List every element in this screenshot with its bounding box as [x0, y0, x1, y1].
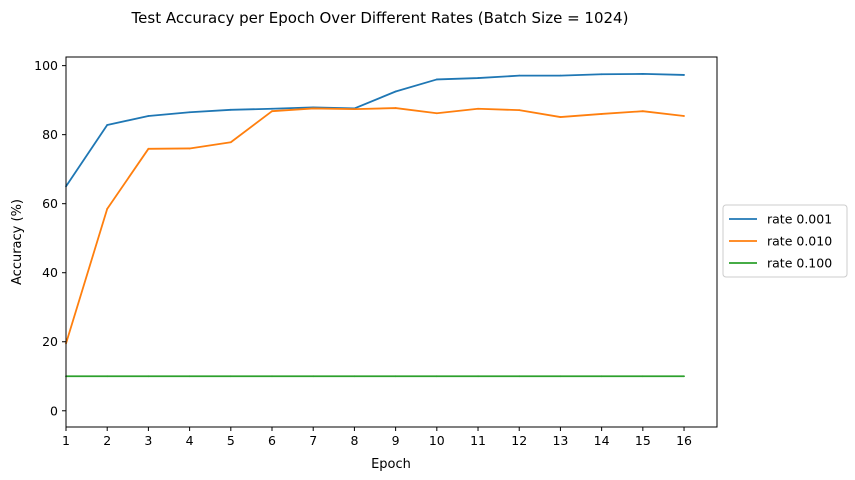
data-point: [518, 109, 521, 112]
data-point: [683, 375, 685, 378]
plot-area: [66, 57, 717, 427]
data-point: [394, 90, 397, 93]
legend-box: [722, 204, 848, 278]
data-point: [435, 112, 438, 115]
data-point: [188, 375, 191, 378]
series-line-1: [65, 107, 685, 344]
data-point: [106, 207, 109, 210]
data-point: [683, 115, 685, 117]
data-point: [394, 107, 397, 109]
series-line-0: [65, 73, 685, 187]
data-point: [600, 73, 603, 76]
data-point: [683, 74, 685, 76]
y-tick-label: 20: [42, 334, 58, 349]
plot-frame: [65, 56, 718, 428]
legend-entries: rate 0.001 rate 0.010 rate 0.100: [729, 212, 832, 271]
x-tick-label: 8: [350, 433, 358, 448]
data-point: [559, 116, 562, 118]
y-tick-label: 60: [42, 196, 58, 211]
y-tick-label: 40: [42, 265, 58, 280]
y-tick-label: 100: [34, 58, 58, 73]
data-point: [477, 77, 479, 79]
y-axis-ticks: 0 20 40 60 80 100: [34, 58, 66, 418]
y-tick-label: 0: [50, 403, 58, 418]
data-point: [106, 375, 109, 378]
x-tick-label: 4: [186, 433, 194, 448]
data-point: [477, 107, 479, 110]
y-tick-label: 80: [42, 127, 58, 142]
x-tick-label: 5: [227, 433, 235, 448]
data-point: [559, 74, 562, 77]
data-point: [477, 375, 479, 378]
x-tick-label: 13: [552, 433, 568, 448]
y-axis-label: Accuracy (%): [10, 199, 25, 285]
legend-label: rate 0.010: [767, 234, 832, 249]
legend: rate 0.001 rate 0.010 rate 0.100: [722, 204, 848, 278]
data-point: [188, 111, 191, 114]
data-point: [435, 375, 438, 378]
data-point: [518, 375, 521, 378]
x-tick-label: 12: [511, 433, 527, 448]
x-axis-ticks: 1 2 3 4 5 6 7 8 9 10 11 12 13 14 15 16: [62, 427, 692, 448]
data-point: [353, 375, 356, 378]
data-point: [641, 375, 644, 378]
series-layer: [65, 73, 685, 378]
legend-label: rate 0.001: [767, 212, 832, 227]
x-tick-label: 10: [429, 433, 445, 448]
data-point: [435, 78, 438, 81]
x-tick-label: 16: [676, 433, 692, 448]
data-point: [271, 107, 273, 110]
data-point: [229, 141, 232, 144]
chart-title: Test Accuracy per Epoch Over Different R…: [131, 9, 629, 27]
data-point: [271, 110, 273, 113]
x-tick-label: 15: [635, 433, 651, 448]
x-tick-label: 14: [594, 433, 610, 448]
x-tick-label: 3: [144, 433, 152, 448]
data-point: [394, 375, 397, 378]
data-point: [106, 124, 109, 126]
data-point: [188, 147, 191, 150]
data-point: [147, 375, 150, 378]
x-tick-label: 7: [309, 433, 317, 448]
x-axis-label: Epoch: [371, 457, 411, 472]
x-tick-label: 1: [62, 433, 70, 448]
data-point: [641, 110, 644, 113]
data-point: [600, 375, 603, 378]
data-point: [600, 113, 603, 115]
x-tick-label: 9: [392, 433, 400, 448]
data-point: [147, 147, 150, 150]
data-point: [559, 375, 562, 378]
data-point: [641, 73, 644, 75]
data-point: [271, 375, 273, 378]
data-point: [229, 375, 232, 378]
data-point: [518, 74, 521, 77]
data-point: [229, 108, 232, 111]
data-point: [312, 375, 315, 378]
legend-label: rate 0.100: [767, 256, 832, 271]
data-point: [353, 108, 356, 111]
x-tick-label: 2: [103, 433, 111, 448]
data-point: [312, 107, 315, 110]
x-tick-label: 11: [470, 433, 486, 448]
data-point: [147, 115, 150, 117]
x-tick-label: 6: [268, 433, 276, 448]
